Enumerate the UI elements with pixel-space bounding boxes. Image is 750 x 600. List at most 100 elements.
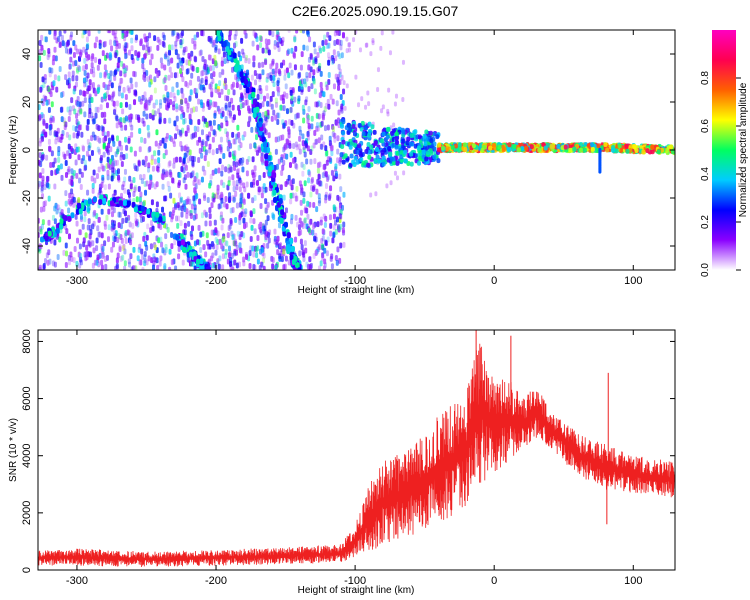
spectrogram-cell xyxy=(44,200,48,207)
spectrogram-cell xyxy=(224,84,228,91)
spectrogram-cell xyxy=(119,102,123,109)
spectrogram-cell xyxy=(334,228,338,235)
spectrogram-cell xyxy=(116,236,120,243)
spectrogram-cell xyxy=(128,221,132,228)
spectrogram-cell xyxy=(72,132,76,139)
spectrogram-cell xyxy=(324,240,328,247)
spectrogram-cell xyxy=(134,34,138,41)
spectrogram-cell xyxy=(113,40,117,47)
figure-title: C2E6.2025.090.19.15.G07 xyxy=(292,3,459,19)
spectrogram-cell xyxy=(271,91,275,98)
spectrogram-cell xyxy=(314,139,318,146)
spectrogram-cell xyxy=(297,143,301,150)
spectrogram-cell xyxy=(163,53,167,60)
spectrogram-cell xyxy=(240,159,244,166)
spectrogram-cell xyxy=(39,206,43,213)
spectrogram-cell xyxy=(53,261,57,268)
spectrogram-cell xyxy=(38,140,42,147)
spectrogram-cell xyxy=(256,258,260,265)
spectrogram-cell xyxy=(317,193,321,200)
spectrogram-cell xyxy=(288,118,292,125)
spectrogram-cell xyxy=(112,140,116,147)
spectrogram-band-cell xyxy=(395,140,400,146)
spectrogram-cell xyxy=(283,69,287,76)
spectrogram-band-cell xyxy=(380,149,385,155)
spectrogram-cell xyxy=(90,112,94,119)
spectrogram-cell xyxy=(255,149,259,156)
spectrogram-cell xyxy=(222,182,226,189)
spectrogram-cell xyxy=(235,82,239,89)
spectrogram-cell xyxy=(266,93,270,100)
spectrogram-cell xyxy=(227,224,231,231)
spectrogram-cell xyxy=(172,92,176,99)
spectrogram-cell xyxy=(117,211,121,218)
spectrogram-cell xyxy=(342,88,346,95)
spectrogram-cell xyxy=(229,217,233,224)
spectrogram-cell xyxy=(328,214,332,221)
spectrogram-cell xyxy=(64,160,68,167)
spectrogram-cell xyxy=(143,257,147,264)
spectrogram-cell xyxy=(117,57,121,64)
spectrogram-cell xyxy=(129,146,133,153)
spectrogram-cell xyxy=(238,247,242,254)
spectrogram-cell xyxy=(316,221,320,228)
spectrogram-cell xyxy=(149,174,153,181)
spectrogram-cell xyxy=(148,81,152,88)
spectrogram-cell xyxy=(196,126,200,133)
spectrogram-cell xyxy=(285,153,289,160)
spectrogram-cell xyxy=(182,200,186,207)
spectrogram-cell xyxy=(229,110,233,117)
spectrogram-band-cell xyxy=(401,129,406,135)
spectrogram-cell xyxy=(161,183,165,190)
spectrogram-cell xyxy=(95,259,99,266)
spectrogram-cell xyxy=(140,248,144,255)
spectrogram-cell xyxy=(303,240,307,247)
spectrogram-cell xyxy=(170,72,174,79)
spectrogram-cell xyxy=(166,226,170,233)
spectrogram-cell xyxy=(149,174,153,181)
spectrogram-band-cell xyxy=(417,160,422,166)
spectrogram-cell xyxy=(282,159,286,166)
spectrogram-cell xyxy=(129,239,133,246)
spectrogram-cell xyxy=(119,144,123,151)
spectrogram-cell xyxy=(214,168,218,175)
spectrogram-cell xyxy=(220,88,224,95)
spectrogram-cell xyxy=(72,257,76,264)
spectrogram-cell xyxy=(135,196,139,203)
spectrogram-cell xyxy=(282,105,286,112)
spectrogram-cell xyxy=(107,208,111,215)
spectrogram-cell xyxy=(135,165,139,172)
spectrogram-cell xyxy=(256,234,260,241)
spectrogram-band-cell xyxy=(416,145,421,151)
spectrogram-cell xyxy=(151,114,155,121)
spectrogram-cell xyxy=(82,77,86,84)
spectrogram-cell xyxy=(83,81,87,88)
spectrogram-track-cell xyxy=(50,226,55,233)
spectrogram-cell xyxy=(123,176,127,183)
spectrogram-track-cell xyxy=(215,30,220,37)
spectrogram-cell xyxy=(60,92,64,99)
spectrogram-cell xyxy=(150,154,154,161)
spectrogram-cell xyxy=(232,138,236,145)
spectrogram-cell xyxy=(294,192,298,199)
spectrogram-cell xyxy=(274,114,278,121)
spectrogram-band-cell xyxy=(563,144,568,150)
spectrogram-cell xyxy=(218,80,222,87)
spectrogram-band-cell xyxy=(359,126,364,132)
spectrogram-band-cell xyxy=(506,147,511,153)
spectrogram-band-cell xyxy=(341,119,346,125)
spectrogram-cell xyxy=(231,174,235,181)
spectrogram-cell xyxy=(193,55,197,62)
spectrogram-cell xyxy=(257,62,261,69)
spectrogram-cell xyxy=(108,52,112,59)
spectrogram-track-cell xyxy=(122,199,127,206)
spectrogram-cell xyxy=(97,86,101,93)
spectrogram-cell xyxy=(299,30,303,34)
spectrogram-cell xyxy=(171,209,175,216)
spectrogram-cell xyxy=(215,244,219,251)
spectrogram-band-cell xyxy=(507,142,512,148)
spectrogram-cell xyxy=(209,65,213,72)
spectrogram-cell xyxy=(290,213,294,220)
spectrogram-cell xyxy=(220,68,224,75)
spectrogram-band-cell xyxy=(603,142,608,148)
